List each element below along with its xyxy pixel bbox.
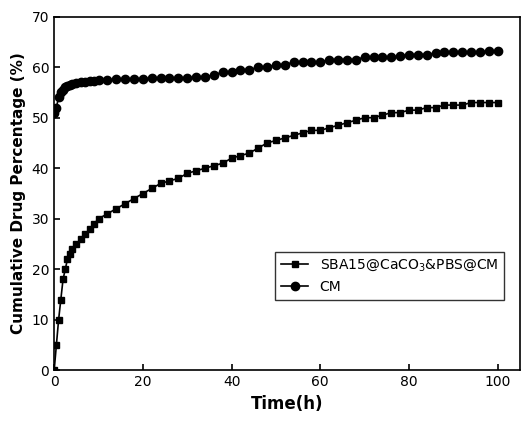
CM (299, 59, 306, 64)
CM (122, 76, 129, 81)
CM (78, 80, 84, 85)
CM (486, 48, 492, 53)
X-axis label: Time(h): Time(h) (251, 395, 323, 413)
SBA15@CaCO$_3$&PBS@CM (104, 211, 110, 216)
SBA15@CaCO$_3$&PBS@CM (149, 186, 155, 191)
CM (140, 76, 146, 81)
SBA15@CaCO$_3$&PBS@CM (51, 368, 57, 373)
Legend: SBA15@CaCO$_3$&PBS@CM, CM: SBA15@CaCO$_3$&PBS@CM, CM (275, 252, 503, 300)
CM (494, 48, 501, 53)
CM (149, 76, 155, 81)
CM (51, 110, 57, 115)
SBA15@CaCO$_3$&PBS@CM (494, 100, 501, 105)
SBA15@CaCO$_3$&PBS@CM (140, 191, 146, 196)
Line: CM: CM (50, 47, 502, 117)
Y-axis label: Cumulative Drug Percentage (%): Cumulative Drug Percentage (%) (11, 53, 26, 335)
CM (104, 77, 110, 82)
Line: SBA15@CaCO$_3$&PBS@CM: SBA15@CaCO$_3$&PBS@CM (50, 99, 501, 374)
SBA15@CaCO$_3$&PBS@CM (468, 100, 474, 105)
SBA15@CaCO$_3$&PBS@CM (78, 237, 84, 242)
SBA15@CaCO$_3$&PBS@CM (299, 130, 306, 135)
SBA15@CaCO$_3$&PBS@CM (122, 201, 129, 206)
